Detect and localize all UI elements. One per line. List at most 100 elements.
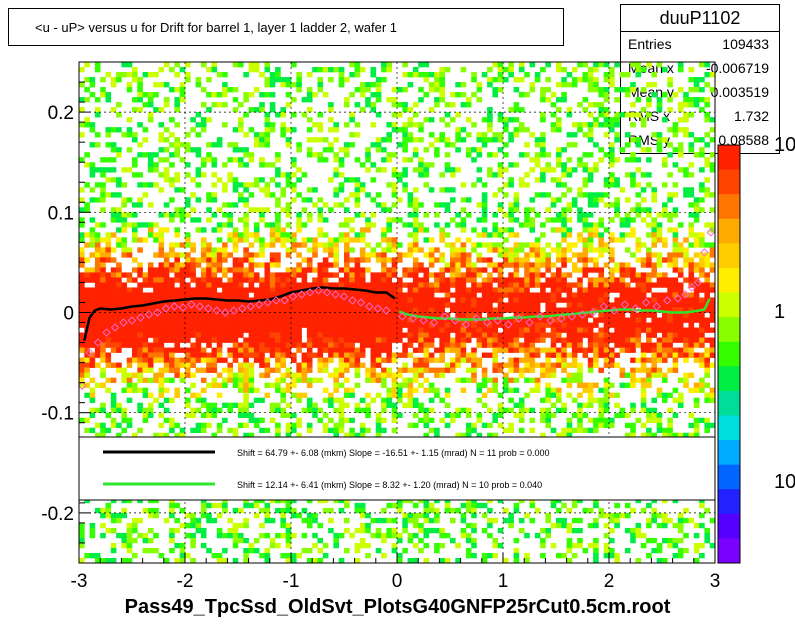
heat-cell [163,357,170,363]
heat-cell [418,382,424,388]
heat-cell [100,192,106,198]
heat-cell [508,72,514,78]
heat-cell [126,312,133,318]
heat-cell [566,352,573,358]
heat-cell [365,317,371,323]
heat-cell [238,102,244,108]
heat-cell [185,522,191,529]
heat-cell [577,287,583,293]
heat-cell [306,347,313,353]
heat-cell [312,327,318,333]
heat-cell [232,237,239,243]
heat-cell [94,362,101,368]
heat-cell [275,277,281,283]
heat-cell [296,222,302,228]
heat-cell [275,322,281,328]
heat-cell [476,242,483,248]
heat-cell [116,517,122,524]
heat-cell [243,322,249,328]
heat-cell [460,512,467,519]
heat-cell [423,302,430,308]
heat-cell [497,337,504,343]
heat-cell [359,507,366,514]
heat-cell [264,292,271,298]
heat-cell [465,312,472,318]
heat-cell [471,327,477,333]
heat-cell [518,372,525,378]
heat-cell [280,497,286,504]
heat-cell [105,132,112,138]
heat-cell [402,222,408,228]
heat-cell [492,352,498,358]
heat-cell [89,377,96,383]
heat-cell [259,107,265,113]
heat-cell [216,302,223,308]
heat-cell [354,362,361,368]
heat-cell [169,262,175,268]
heat-cell [322,422,329,429]
heat-cell [195,392,202,398]
heat-cell [412,102,419,108]
heat-cell [381,322,387,328]
heat-cell [338,147,345,153]
heat-cell [344,387,350,393]
heat-cell [418,172,424,178]
heat-cell [439,327,445,333]
heat-cell [593,197,599,203]
heat-cell [402,182,408,188]
heat-cell [503,292,509,298]
heat-cell [481,512,488,519]
heat-cell [571,67,578,73]
heat-cell [354,547,361,554]
heat-cell [518,367,525,373]
heat-cell [200,507,207,514]
heat-cell [444,137,451,143]
heat-cell [556,552,562,559]
heat-cell [232,277,239,283]
heat-cell [545,347,551,353]
heat-cell [487,107,493,113]
heat-cell [137,92,143,98]
heat-cell [402,367,408,373]
heat-cell [481,342,488,348]
heat-cell [375,327,382,333]
heat-cell [550,427,557,434]
heat-cell [280,307,286,313]
heat-cell [79,522,85,529]
heat-cell [508,377,514,383]
heat-cell [238,257,244,263]
heat-cell [243,327,249,333]
heat-cell [455,112,461,118]
heat-cell [349,387,355,393]
heat-cell [179,282,186,288]
heat-cell [603,292,610,298]
heat-cell [296,337,302,343]
heat-cell [381,227,387,233]
heat-cell [524,267,530,273]
heat-cell [137,497,143,504]
heat-cell [179,262,186,268]
heat-cell [381,277,387,283]
heat-cell [185,62,191,68]
heat-cell [359,327,366,333]
heat-cell [269,352,276,358]
heat-cell [540,412,546,419]
heat-cell [200,377,207,383]
heat-cell [328,417,334,424]
heat-cell [169,512,175,519]
heat-cell [359,282,366,288]
heat-cell [100,512,106,519]
heat-cell [397,177,403,183]
heat-cell [497,72,504,78]
heat-cell [497,527,504,534]
heat-cell [243,132,249,138]
heat-cell [110,392,117,398]
heat-cell [561,402,567,408]
heat-cell [158,387,165,393]
heat-cell [232,227,239,233]
heat-cell [185,362,191,368]
heat-cell [370,367,377,373]
heat-cell [211,357,218,363]
heat-cell [354,122,361,128]
heat-cell [524,152,530,158]
